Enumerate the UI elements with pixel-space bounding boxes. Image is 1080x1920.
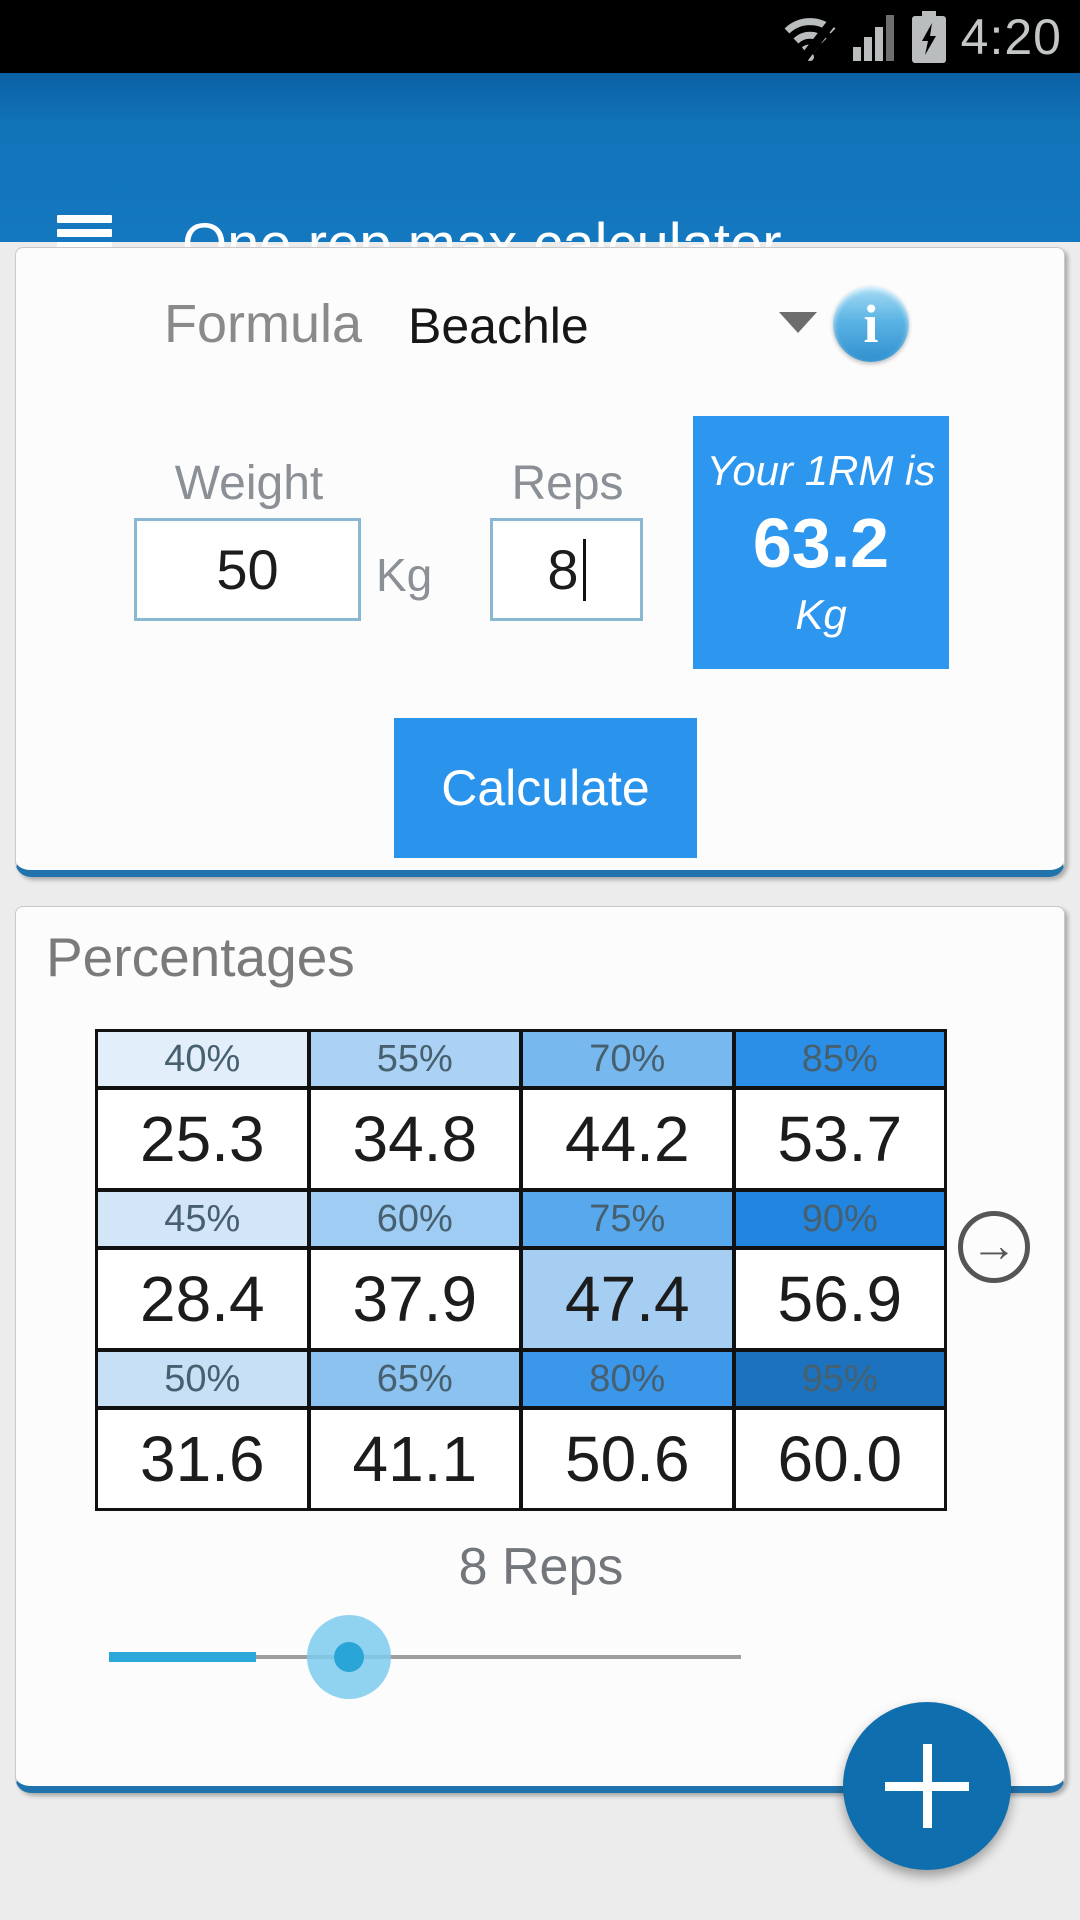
one-rep-max-result: Your 1RM is 63.2 Kg — [693, 416, 949, 669]
pct-header: 60% — [310, 1192, 519, 1246]
slider-thumb[interactable] — [334, 1642, 364, 1672]
reps-label: Reps — [511, 457, 624, 510]
pct-header: 40% — [98, 1032, 307, 1086]
slider-track[interactable] — [109, 1655, 741, 1659]
pct-header: 50% — [98, 1352, 307, 1406]
pct-header: 75% — [523, 1192, 732, 1246]
weight-label: Weight — [174, 457, 324, 510]
pct-value: 37.9 — [310, 1250, 519, 1348]
pct-header: 70% — [523, 1032, 732, 1086]
percentages-title: Percentages — [46, 926, 355, 988]
reps-caption: 8 Reps — [458, 1538, 624, 1596]
chevron-down-icon[interactable] — [779, 312, 817, 333]
calculate-button[interactable]: Calculate — [394, 718, 697, 858]
result-prefix: Your 1RM is — [706, 446, 936, 494]
result-value: 63.2 — [752, 503, 890, 582]
pct-value: 44.2 — [523, 1090, 732, 1188]
pct-value: 56.9 — [735, 1250, 944, 1348]
arrow-right-icon: → — [971, 1219, 1017, 1271]
pct-header: 45% — [98, 1192, 307, 1246]
pct-header: 65% — [310, 1352, 519, 1406]
signal-icon — [852, 14, 894, 61]
pct-value: 31.6 — [98, 1410, 307, 1508]
weight-input[interactable]: 50 — [134, 518, 361, 621]
calculator-card: Formula Beachle i Weight 50 Kg Reps 8 Yo… — [15, 247, 1065, 877]
slider-track-active[interactable] — [109, 1652, 256, 1662]
percentages-table: 40% 55% 70% 85% 25.3 34.8 44.2 53.7 45% … — [95, 1029, 947, 1511]
pct-header: 90% — [735, 1192, 944, 1246]
reps-input[interactable]: 8 — [490, 518, 643, 621]
pct-header: 80% — [523, 1352, 732, 1406]
pct-value: 53.7 — [735, 1090, 944, 1188]
weight-unit-label: Kg — [376, 549, 433, 601]
pct-header: 95% — [735, 1352, 944, 1406]
formula-select[interactable]: Beachle — [408, 298, 589, 354]
pct-value-highlighted: 47.4 — [523, 1250, 732, 1348]
pct-value: 50.6 — [523, 1410, 732, 1508]
formula-label: Formula — [164, 294, 363, 354]
info-icon[interactable]: i — [833, 286, 909, 362]
pct-value: 28.4 — [98, 1250, 307, 1348]
reps-slider[interactable] — [109, 1615, 741, 1699]
wifi-icon — [784, 12, 839, 61]
pct-value: 25.3 — [98, 1090, 307, 1188]
status-bar: 4:20 — [0, 0, 1080, 73]
pct-header: 85% — [735, 1032, 944, 1086]
result-unit: Kg — [795, 590, 847, 638]
app-bar: One rep max calculator — [0, 73, 1080, 277]
reps-value: 8 — [547, 538, 579, 601]
pct-header: 55% — [310, 1032, 519, 1086]
battery-charging-icon — [911, 10, 946, 63]
text-cursor — [582, 538, 586, 601]
status-time: 4:20 — [960, 8, 1062, 65]
pct-value: 41.1 — [310, 1410, 519, 1508]
pct-value: 60.0 — [735, 1410, 944, 1508]
plus-icon — [923, 1744, 932, 1828]
next-page-arrow-button[interactable]: → — [958, 1211, 1030, 1283]
percentages-card: Percentages 40% 55% 70% 85% 25.3 34.8 44… — [15, 906, 1065, 1793]
add-fab-button[interactable] — [843, 1702, 1011, 1870]
menu-icon[interactable] — [57, 215, 112, 250]
pct-value: 34.8 — [310, 1090, 519, 1188]
